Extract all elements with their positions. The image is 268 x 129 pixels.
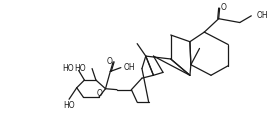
- Text: OH: OH: [257, 11, 268, 20]
- Text: HO: HO: [75, 64, 86, 73]
- Text: HO: HO: [62, 64, 74, 73]
- Text: O: O: [221, 3, 226, 12]
- Text: O: O: [106, 57, 112, 66]
- Text: HO: HO: [63, 100, 75, 110]
- Text: OH: OH: [124, 63, 135, 72]
- Text: O: O: [97, 89, 103, 98]
